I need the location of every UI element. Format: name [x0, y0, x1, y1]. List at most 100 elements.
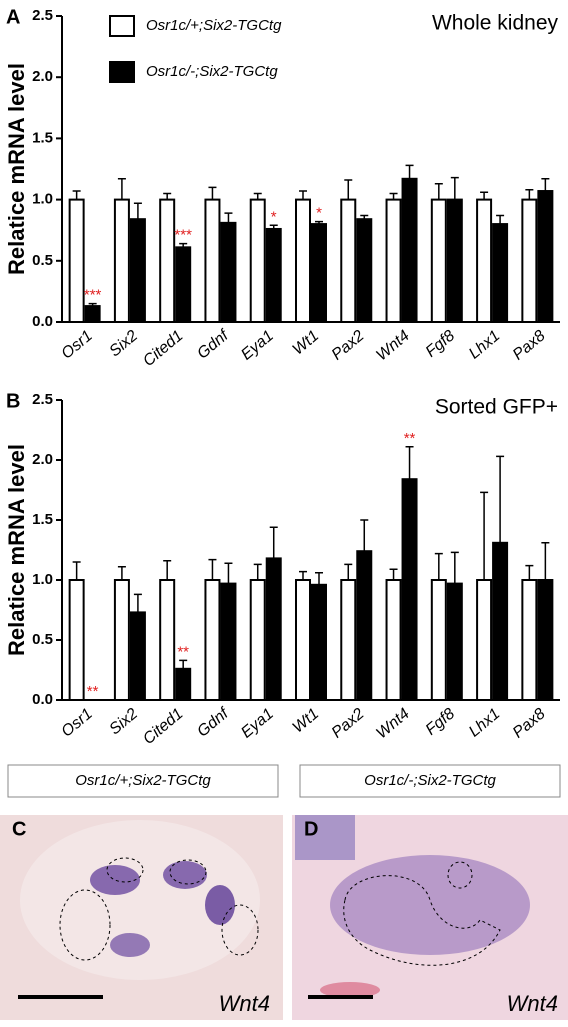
bar	[295, 579, 311, 701]
genotype-box	[299, 764, 561, 798]
error-bar	[133, 202, 142, 220]
error-bar	[224, 212, 233, 223]
x-tick-label: Six2	[106, 327, 141, 360]
bar	[295, 198, 311, 324]
error-bar	[480, 491, 489, 580]
significance-label: **	[177, 643, 189, 660]
error-bar	[179, 242, 188, 248]
error-bar	[72, 190, 81, 200]
error-bar	[496, 455, 505, 543]
gene-label: Wnt4	[219, 991, 270, 1016]
bar	[68, 198, 85, 324]
bar	[249, 579, 266, 701]
bar	[265, 227, 282, 323]
error-bar	[224, 562, 233, 584]
error-bar	[389, 192, 398, 200]
legend-swatch	[109, 15, 135, 37]
bar	[401, 478, 418, 702]
gene-label: Wnt4	[507, 991, 558, 1016]
error-bar	[389, 568, 398, 580]
bar	[385, 198, 402, 324]
bar	[220, 221, 237, 323]
x-tick-label: Gdnf	[194, 704, 233, 740]
error-bar	[133, 593, 142, 613]
genotype-label: Osr1c/+;Six2-TGCtg	[75, 772, 211, 789]
legend-label: Osr1c/-;Six2-TGCtg	[146, 63, 278, 80]
x-tick-label: Lhx1	[466, 705, 504, 740]
bar	[356, 550, 373, 702]
bar	[175, 667, 192, 701]
significance-label: **	[404, 430, 416, 447]
x-tick-label: Six2	[106, 705, 141, 738]
error-bar	[360, 519, 369, 552]
significance-label: *	[316, 205, 322, 222]
error-bar	[208, 558, 217, 580]
x-tick-label: Wt1	[290, 327, 323, 358]
bar	[84, 305, 101, 324]
y-tick-label: 0.5	[32, 252, 53, 269]
error-bar	[72, 561, 81, 580]
x-tick-label: Gdnf	[194, 326, 233, 362]
bar	[537, 190, 554, 323]
bar	[446, 198, 463, 324]
x-tick-label: Lhx1	[466, 327, 504, 362]
x-tick-label: Wnt4	[373, 327, 413, 364]
error-bar	[541, 178, 550, 192]
x-tick-label: Cited1	[140, 327, 186, 370]
error-bar	[315, 220, 323, 225]
error-bar	[299, 190, 307, 200]
error-bar	[253, 192, 262, 200]
x-tick-label: Osr1	[58, 705, 95, 740]
bar	[446, 582, 463, 701]
significance-label: *	[271, 208, 277, 225]
significance-label: ***	[84, 287, 102, 304]
error-bar	[299, 570, 307, 580]
bar	[68, 579, 85, 701]
x-tick-label: Osr1	[58, 327, 95, 362]
error-bar	[434, 552, 443, 580]
y-axis-label: Relatice mRNA level	[4, 444, 29, 656]
bar	[401, 177, 418, 323]
error-bar	[344, 179, 353, 200]
error-bar	[525, 189, 534, 200]
x-tick-label: Pax8	[510, 327, 549, 364]
error-bar	[88, 302, 97, 307]
bar	[521, 198, 538, 324]
x-tick-label: Pax2	[329, 327, 368, 364]
significance-label: ***	[174, 227, 192, 244]
bar	[356, 218, 373, 324]
bar	[159, 198, 176, 324]
y-tick-label: 2.0	[32, 68, 53, 85]
error-bar	[405, 164, 414, 179]
bar	[265, 557, 282, 702]
bar	[204, 198, 221, 324]
micrograph	[0, 815, 283, 1020]
chart-title: Whole kidney	[432, 12, 559, 35]
y-tick-label: 2.5	[32, 391, 53, 408]
y-tick-label: 1.5	[32, 129, 53, 146]
error-bar	[525, 564, 534, 580]
error-bar	[269, 224, 278, 229]
x-tick-label: Pax2	[329, 705, 368, 742]
y-tick-label: 0.0	[32, 691, 53, 708]
error-bar	[360, 214, 369, 220]
panel-label: A	[6, 6, 20, 28]
bar	[430, 579, 447, 701]
bar	[340, 579, 357, 701]
error-bar	[450, 176, 459, 200]
bar	[340, 198, 357, 324]
bar	[175, 246, 192, 323]
y-axis-label: Relatice mRNA level	[4, 63, 29, 275]
error-bar	[253, 563, 262, 580]
y-tick-label: 0.0	[32, 313, 53, 330]
error-bar	[117, 178, 126, 200]
x-tick-label: Pax8	[510, 705, 549, 742]
bar	[220, 582, 237, 701]
legend-swatch	[109, 61, 135, 83]
y-tick-label: 2.0	[32, 451, 53, 468]
bar	[521, 579, 538, 701]
legend-label: Osr1c/+;Six2-TGCtg	[146, 17, 282, 34]
genotype-box	[7, 764, 279, 798]
error-bar	[163, 560, 172, 580]
